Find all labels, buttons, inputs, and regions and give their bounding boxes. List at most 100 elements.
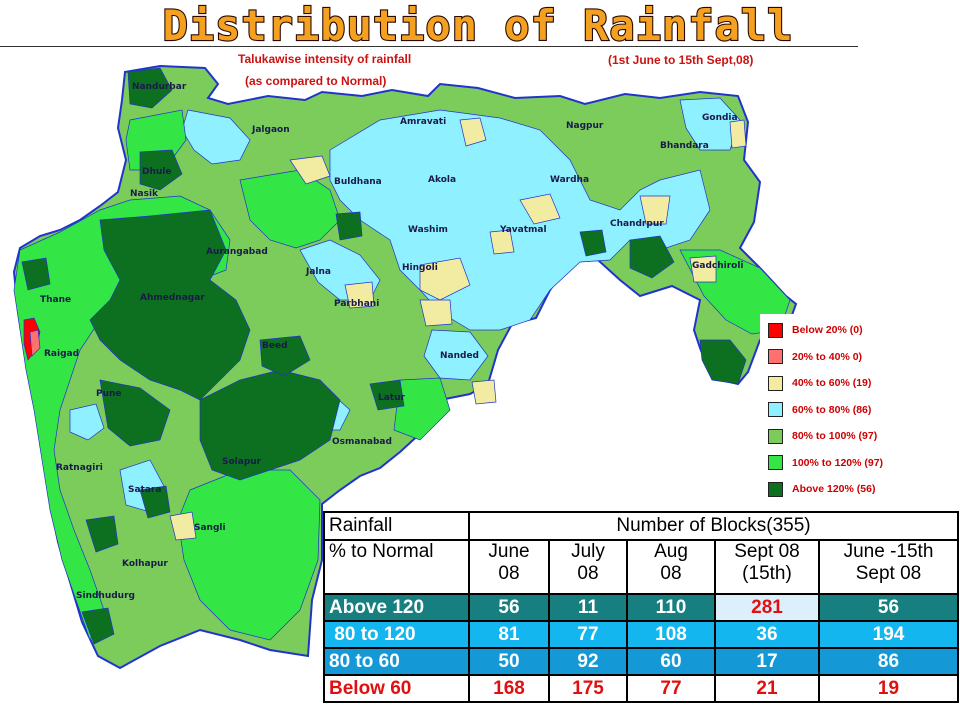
- maharashtra-map: Nandurbar Jalgaon Dhule Nasik Aurangabad Buld…: [12, 64, 798, 670]
- map-legend: Below 20% (0) 20% to 40% 0) 40% to 60% (19…: [760, 314, 952, 506]
- district-label: Raigad: [44, 349, 79, 359]
- district-label: Jalgaon: [251, 125, 290, 135]
- column-header-line2: 08: [577, 563, 599, 584]
- legend-swatch: [768, 402, 783, 417]
- column-header-line1: Aug: [654, 541, 688, 562]
- zone-above-120-thane: [21, 257, 51, 291]
- zone-40-60-d: [419, 299, 453, 327]
- district-label: Wardha: [550, 175, 589, 185]
- district-label: Gadchiroli: [692, 261, 744, 271]
- legend-item: 100% to 120% (97): [768, 455, 883, 471]
- zone-40-60-j: [169, 511, 197, 541]
- district-label: Sindhudurg: [76, 591, 135, 601]
- district-label: Chandrpur: [610, 219, 664, 229]
- legend-item: 40% to 60% (19): [768, 375, 871, 391]
- zone-60-80-nanded: [423, 329, 489, 381]
- map-district-labels: Nandurbar Jalgaon Dhule Nasik Aurangabad Buld…: [40, 82, 744, 601]
- district-label: Parbhani: [334, 299, 379, 309]
- district-label: Buldhana: [334, 177, 382, 187]
- district-label: Sangli: [194, 523, 226, 533]
- table-column-header: July 08: [548, 539, 628, 595]
- map-rainfall-zones: [13, 67, 791, 645]
- zone-above-120-chandrapur: [629, 235, 675, 279]
- table-cell: 110: [626, 593, 716, 622]
- district-label: Nandurbar: [132, 82, 187, 92]
- page-title: Distribution of Rainfall: [161, 2, 794, 48]
- table-cell: 77: [626, 674, 716, 703]
- title-underline: [0, 46, 858, 47]
- zone-40-60-k: [471, 379, 497, 405]
- legend-swatch: [768, 455, 783, 470]
- table-corner-bottom: % to Normal: [323, 539, 470, 595]
- table-row-80-to-60: 80 to 60 50 92 60 17 86: [323, 647, 959, 676]
- district-label: Thane: [40, 295, 71, 305]
- table-cell: 56: [818, 593, 959, 622]
- subtitle-line1: Talukawise intensity of rainfall: [238, 52, 412, 66]
- district-label: Nanded: [440, 351, 479, 361]
- table-cell: 194: [818, 620, 959, 649]
- legend-label: 80% to 100% (97): [792, 430, 878, 442]
- district-label: Bhandara: [660, 141, 709, 151]
- table-cell: 168: [468, 674, 550, 703]
- table-cell: 86: [818, 647, 959, 676]
- column-header-line2: Sept 08: [855, 563, 922, 584]
- district-label: Latur: [378, 393, 406, 403]
- district-label: Satara: [128, 485, 161, 495]
- district-label: Solapur: [222, 457, 262, 467]
- table-header-row-1: Rainfall Number of Blocks(355): [323, 511, 959, 541]
- zone-40-60-h: [639, 195, 671, 225]
- table-cell: 81: [468, 620, 550, 649]
- legend-item: 20% to 40% 0): [768, 349, 862, 365]
- title-text: Distribution of Rainfall: [163, 2, 794, 48]
- legend-item: Below 20% (0): [768, 322, 863, 338]
- table-cell: 77: [548, 620, 628, 649]
- table-row-80-to-120: 80 to 120 81 77 108 36 194: [323, 620, 959, 649]
- table-cell: 92: [548, 647, 628, 676]
- column-header-line1: June: [488, 541, 530, 562]
- zone-40-60-a: [289, 155, 331, 185]
- column-header-line2: 08: [660, 563, 682, 584]
- legend-swatch: [768, 375, 783, 391]
- table-cell: 50: [468, 647, 550, 676]
- zone-40-60-i: [689, 255, 717, 283]
- zone-40-60-c: [419, 257, 471, 301]
- district-label: Akola: [428, 175, 456, 185]
- table-row-below-60: Below 60 168 175 77 21 19: [323, 674, 959, 703]
- zone-100-120-latur: [393, 377, 451, 441]
- table-cell: 108: [626, 620, 716, 649]
- table-column-header: June 08: [468, 539, 550, 595]
- zone-60-80-pune: [69, 403, 105, 441]
- zone-above-120-solapur: [199, 369, 341, 481]
- zone-above-120-nandurbar: [127, 67, 173, 109]
- district-label: Amravati: [400, 117, 446, 127]
- table-cell: 60: [626, 647, 716, 676]
- column-header-line2: 08: [498, 563, 520, 584]
- subtitle-period: (1st June to 15th Sept,08): [608, 53, 754, 67]
- zone-100-120-west: [13, 195, 231, 641]
- legend-label: 40% to 60% (19): [792, 377, 872, 389]
- district-label: Beed: [262, 341, 288, 351]
- table-cell: 17: [714, 647, 820, 676]
- zone-above-120-beed: [259, 335, 311, 377]
- legend-label: 100% to 120% (97): [792, 456, 884, 469]
- zone-40-60-g: [519, 193, 561, 225]
- zone-above-120-wardha: [579, 229, 607, 257]
- district-label: Washim: [408, 225, 448, 235]
- column-header-line2: (15th): [742, 563, 792, 584]
- table-cell: 11: [548, 593, 628, 622]
- district-label: Nasik: [130, 189, 159, 199]
- table-cell: 36: [714, 620, 820, 649]
- table-column-header: Aug 08: [626, 539, 716, 595]
- legend-item: Above 120% (56): [768, 481, 875, 497]
- column-header-line1: July: [571, 541, 605, 562]
- district-label: Ratnagiri: [56, 463, 103, 473]
- legend-swatch: [768, 481, 783, 497]
- zone-60-80-gondia: [679, 97, 741, 151]
- legend-label: Above 120% (56): [792, 483, 876, 495]
- table-column-header: June -15th Sept 08: [818, 539, 959, 595]
- district-label: Ahmednagar: [140, 293, 205, 303]
- legend-swatch: [768, 349, 783, 364]
- district-label: Jalna: [305, 267, 331, 277]
- district-label: Gondia: [702, 113, 738, 123]
- table-row-above-120: Above 120 56 11 110 281 56: [323, 593, 959, 622]
